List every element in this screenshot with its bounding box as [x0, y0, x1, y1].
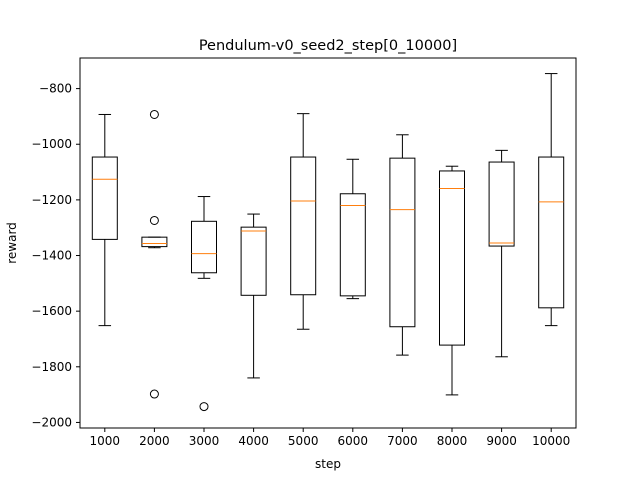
box-group	[240, 213, 267, 379]
x-tick-label: 6000	[338, 434, 369, 448]
box-group	[339, 158, 366, 300]
x-tick-label: 2000	[139, 434, 170, 448]
y-axis-label: reward	[5, 222, 19, 264]
box-iqr	[339, 193, 366, 297]
x-tick-label: 5000	[288, 434, 319, 448]
y-tick-label: −1000	[31, 137, 72, 151]
y-tick-label: −2000	[31, 415, 72, 429]
box-iqr	[191, 220, 217, 274]
box-group	[191, 196, 217, 412]
plot-marks	[91, 73, 565, 412]
x-tick-label: 9000	[486, 434, 517, 448]
y-tick-label: −1800	[31, 360, 72, 374]
y-axis: −2000 −1800 −1600 −1400 −1200 −1000 −800	[31, 82, 80, 429]
x-tick-label: 7000	[387, 434, 418, 448]
box-iqr	[538, 156, 565, 309]
box-group	[91, 113, 118, 327]
y-tick-label: −1400	[31, 249, 72, 263]
box-iqr	[290, 156, 317, 296]
box-group	[290, 113, 317, 330]
x-tick-label: 3000	[189, 434, 220, 448]
x-tick-label: 10000	[532, 434, 570, 448]
box-iqr	[91, 156, 118, 240]
x-tick-label: 4000	[238, 434, 269, 448]
y-tick-label: −1600	[31, 304, 72, 318]
y-tick-label: −800	[39, 82, 72, 96]
x-tick-label: 8000	[437, 434, 468, 448]
box-iqr	[141, 236, 168, 248]
box-iqr	[240, 226, 267, 296]
outlier-point	[149, 109, 159, 119]
box-group	[439, 165, 465, 396]
x-axis-label: step	[315, 457, 341, 471]
outlier-point	[199, 402, 209, 412]
axes-frame	[79, 57, 577, 429]
chart-title: Pendulum-v0_seed2_step[0_10000]	[199, 38, 457, 54]
box-iqr	[439, 170, 465, 346]
y-tick-label: −1200	[31, 193, 72, 207]
box-group	[488, 149, 515, 358]
outlier-point	[149, 389, 159, 399]
box-group	[538, 73, 565, 327]
box-iqr	[389, 157, 416, 328]
box-group	[389, 134, 416, 356]
x-axis: 1000 2000 3000 4000 5000 6000 7000 8000 9000 1000…	[90, 428, 570, 448]
box-iqr	[488, 161, 515, 247]
box-group	[141, 109, 168, 399]
x-tick-label: 1000	[90, 434, 121, 448]
outlier-point	[149, 215, 159, 225]
